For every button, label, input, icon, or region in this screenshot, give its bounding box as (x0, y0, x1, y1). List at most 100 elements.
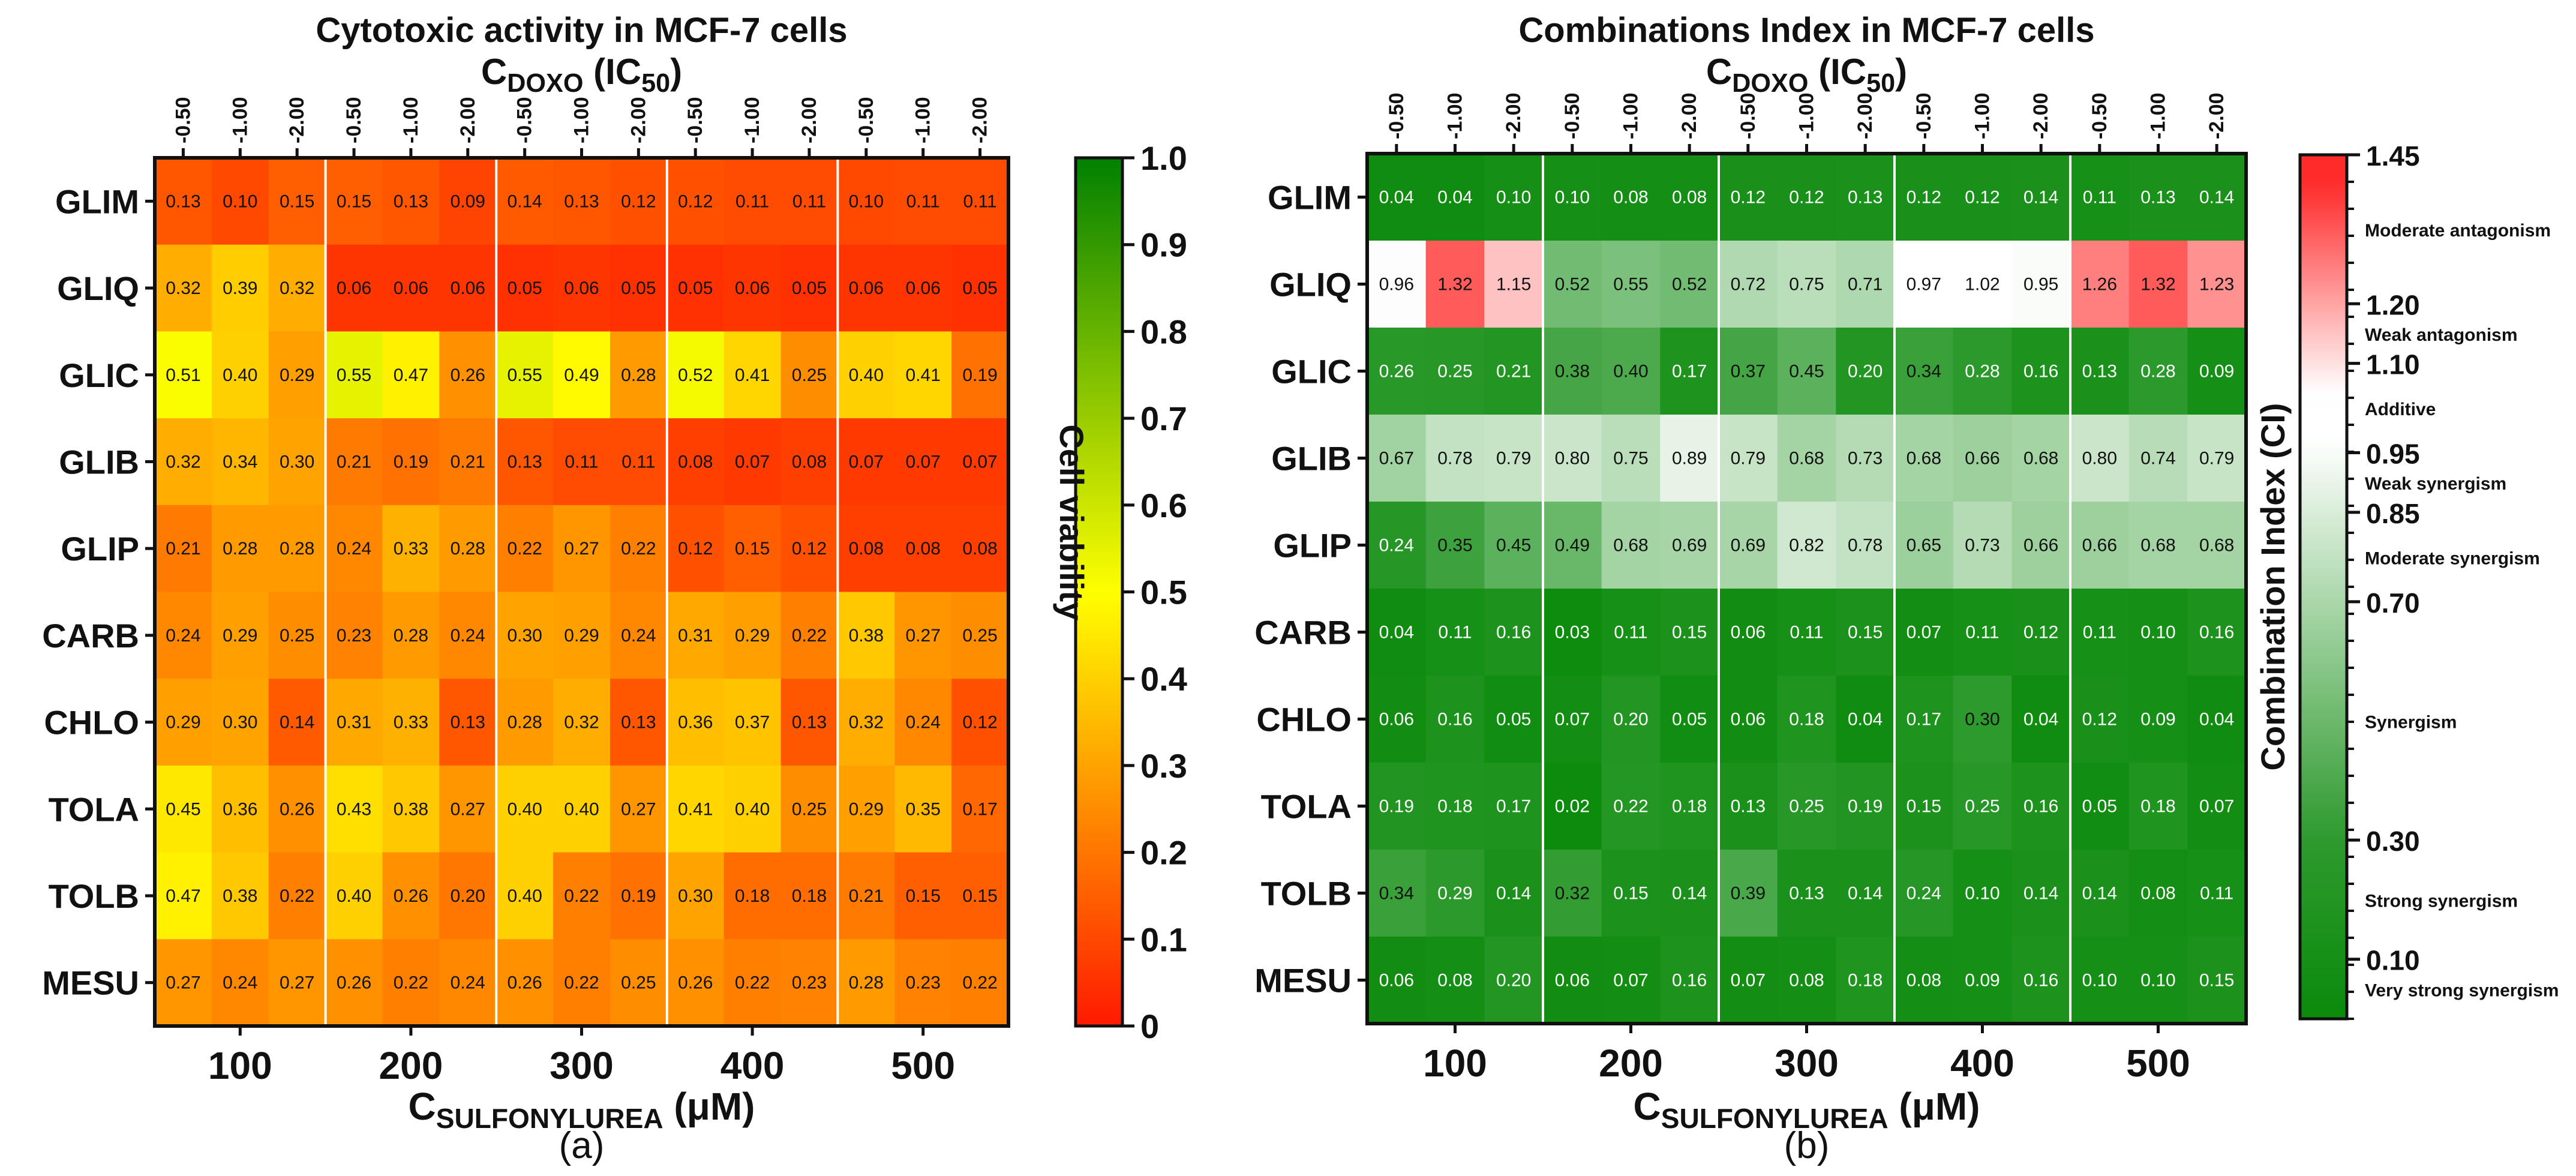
cell-value-label: 0.79 (1731, 449, 1766, 469)
heatmap-cell (1425, 763, 1485, 850)
heatmap-cell (780, 679, 838, 766)
cell-value-label: 0.10 (2082, 971, 2117, 991)
cell-value-label: 0.14 (2199, 188, 2234, 208)
heatmap-cell (894, 418, 952, 506)
cell-value-label: 0.11 (1614, 623, 1647, 643)
heatmap-cell (1484, 502, 1544, 589)
heatmap-cell (1836, 502, 1895, 589)
cell-value-label: 0.23 (337, 626, 371, 646)
heatmap-cell (1543, 415, 1602, 502)
cell-value-label: 0.20 (1496, 971, 1531, 991)
colorbar-a-tick-label: 0.6 (1140, 487, 1187, 524)
heatmap-cell (439, 765, 497, 853)
cell-value-label: 0.29 (1437, 884, 1472, 904)
top-tick-label: -1.00 (229, 97, 251, 144)
cell-value-label: 0.08 (1613, 188, 1648, 208)
bottom-tick-label: 300 (1775, 1042, 1839, 1085)
heatmap-cell (610, 244, 668, 332)
cell-value-label: 0.24 (1379, 536, 1414, 556)
heatmap-cell (382, 244, 440, 332)
cell-value-label: 0.15 (1907, 797, 1941, 817)
heatmap-cell (666, 505, 725, 593)
heatmap-cell (1953, 763, 2012, 850)
cell-value-label: 0.28 (507, 713, 542, 733)
heatmap-cell (496, 418, 554, 506)
heatmap-cell (1777, 241, 1836, 328)
heatmap-cell (1484, 676, 1544, 763)
heatmap-cell (1601, 154, 1661, 241)
cell-value-label: 0.72 (1731, 275, 1766, 295)
heatmap-cell (837, 852, 895, 940)
cell-value-label: 0.68 (1789, 449, 1824, 469)
heatmap-cell (2128, 241, 2188, 328)
cell-value-label: 1.15 (1496, 275, 1531, 295)
heatmap-cell (1543, 763, 1602, 850)
heatmap-cell (325, 765, 383, 853)
panel-label: (a) (559, 1125, 605, 1166)
heatmap-cell (666, 765, 725, 853)
cell-value-label: 0.06 (735, 278, 770, 298)
cell-value-label: 0.04 (1848, 710, 1883, 730)
cell-value-label: 0.22 (1613, 797, 1648, 817)
cell-value-label: 0.36 (223, 799, 257, 819)
cell-value-label: 0.32 (166, 452, 200, 472)
cell-value-label: 0.20 (1613, 710, 1648, 730)
cell-value-label: 0.11 (2200, 884, 2233, 904)
cell-value-label: 0.73 (1848, 449, 1883, 469)
row-label: MESU (42, 964, 139, 1002)
heatmap-cell (2070, 328, 2130, 415)
cell-value-label: 0.12 (2082, 710, 2117, 730)
cell-value-label: 0.38 (223, 886, 257, 906)
bottom-tick-label: 100 (1423, 1042, 1487, 1085)
heatmap-cell (780, 939, 838, 1027)
cell-value-label: 0.06 (1379, 710, 1414, 730)
top-tick-label: -0.50 (2088, 93, 2111, 140)
top-tick-label: -1.00 (1444, 93, 1467, 140)
colorbar-b-tick-label: 0.70 (2366, 587, 2420, 619)
colorbar-a-tick-label: 0.8 (1140, 313, 1187, 350)
cell-value-label: 0.11 (1790, 623, 1823, 643)
heatmap-cell (723, 158, 782, 245)
heatmap-cell (2187, 676, 2247, 763)
cell-value-label: 0.16 (1496, 623, 1531, 643)
cell-value-label: 0.25 (1965, 797, 1999, 817)
cell-value-label: 0.39 (223, 278, 257, 298)
heatmap-cell (2187, 241, 2247, 328)
cell-value-label: 0.05 (1496, 710, 1531, 730)
heatmap-cell (666, 331, 725, 419)
top-axis-label: CDOXO (IC50) (1706, 52, 1907, 98)
cell-value-label: 0.22 (507, 539, 542, 559)
colorbar-b: 1.45 1.20 1.10 0.95 0.85 0.70 0.30 0.10 Moderate… (2254, 140, 2559, 1021)
heatmap-cell (666, 244, 725, 332)
heatmap-cell (2011, 154, 2071, 241)
cell-value-label: 0.11 (735, 191, 769, 211)
heatmap-cell (2128, 676, 2188, 763)
heatmap-cell (951, 505, 1009, 593)
cell-value-label: 0.29 (280, 365, 314, 385)
heatmap-cell (2187, 328, 2247, 415)
heatmap-cell (951, 765, 1009, 853)
heatmap-cell (951, 852, 1009, 940)
cell-value-label: 0.16 (2023, 362, 2058, 382)
heatmap-cell (1601, 589, 1661, 676)
heatmap-cell (553, 505, 611, 593)
row-label: GLIB (1271, 440, 1352, 478)
heatmap-cell (155, 939, 212, 1027)
cell-value-label: 0.27 (621, 799, 656, 819)
colorbar-b-tick-label: 1.20 (2366, 289, 2420, 320)
cell-value-label: 0.28 (223, 539, 257, 559)
cell-value-label: 0.10 (1496, 188, 1531, 208)
cell-value-label: 0.18 (1848, 971, 1883, 991)
heatmap-cell (1484, 328, 1544, 415)
heatmap-cell (1660, 241, 1719, 328)
heatmap-cell (2128, 502, 2188, 589)
cell-value-label: 0.19 (1848, 797, 1883, 817)
heatmap-cell (2011, 328, 2071, 415)
heatmap-cell (610, 679, 668, 766)
heatmap-cell (1660, 676, 1719, 763)
heatmap-cell (666, 852, 725, 940)
heatmap-cell (1777, 676, 1836, 763)
heatmap-cell (553, 158, 611, 245)
heatmap-cell (2070, 415, 2130, 502)
cell-value-label: 0.41 (735, 365, 770, 385)
